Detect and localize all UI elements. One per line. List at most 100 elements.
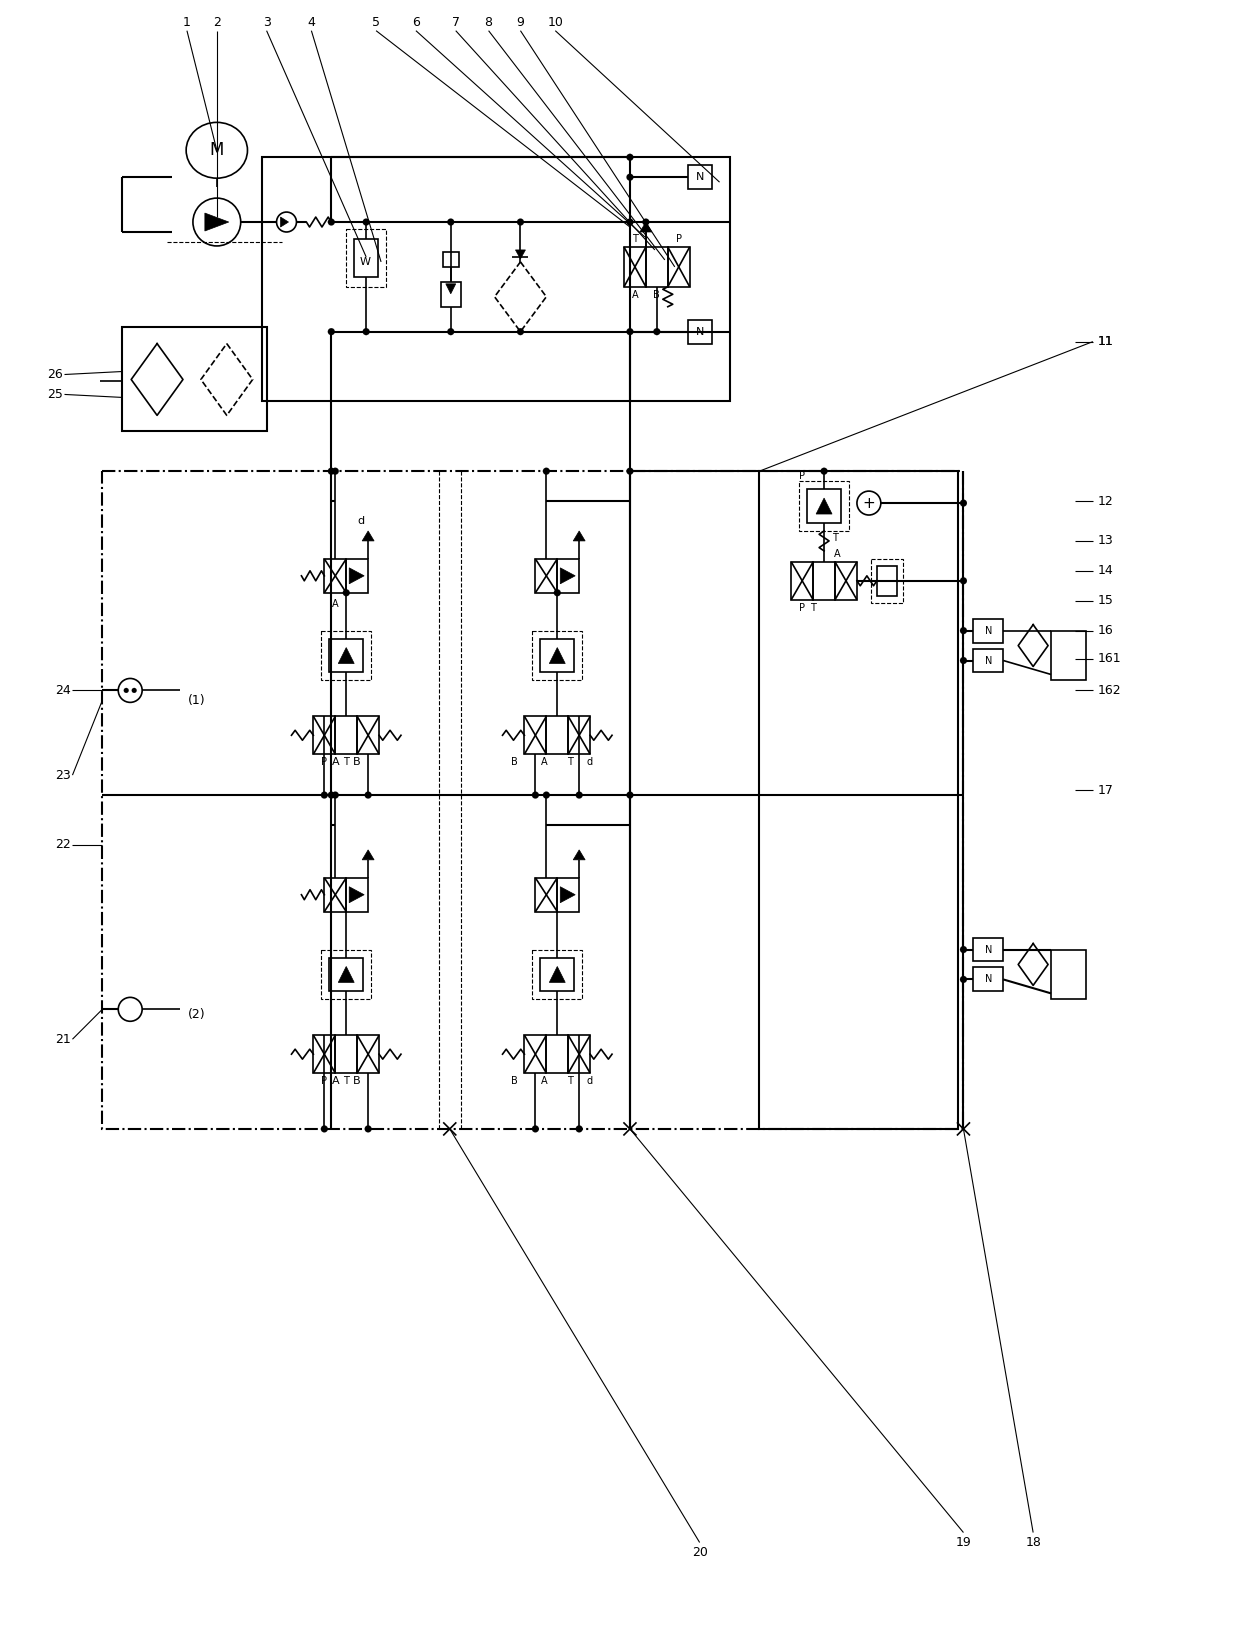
Text: T: T bbox=[567, 757, 573, 767]
Text: 5: 5 bbox=[372, 16, 381, 29]
Text: N: N bbox=[985, 626, 992, 635]
Text: A: A bbox=[332, 598, 339, 609]
Bar bbox=[330, 639, 363, 673]
Bar bbox=[335, 1035, 357, 1072]
Text: d: d bbox=[357, 517, 365, 526]
Circle shape bbox=[554, 590, 560, 596]
Bar bbox=[870, 559, 903, 603]
Bar bbox=[314, 717, 335, 754]
Text: 7: 7 bbox=[451, 16, 460, 29]
Bar bbox=[813, 562, 835, 600]
Text: T: T bbox=[343, 757, 350, 767]
Polygon shape bbox=[573, 531, 585, 541]
Bar bbox=[262, 158, 729, 401]
Polygon shape bbox=[446, 284, 456, 294]
Circle shape bbox=[960, 627, 967, 634]
Bar bbox=[443, 252, 459, 266]
Circle shape bbox=[365, 791, 372, 798]
Text: N: N bbox=[985, 655, 992, 666]
Text: 16: 16 bbox=[1097, 624, 1114, 637]
Bar bbox=[568, 717, 590, 754]
Circle shape bbox=[626, 174, 634, 180]
Bar bbox=[357, 1035, 379, 1072]
Circle shape bbox=[332, 468, 339, 474]
Text: 20: 20 bbox=[692, 1545, 708, 1558]
Bar bbox=[357, 717, 379, 754]
Circle shape bbox=[626, 154, 634, 161]
Bar bbox=[532, 949, 582, 999]
Circle shape bbox=[821, 468, 827, 474]
Circle shape bbox=[321, 1126, 327, 1133]
Text: 22: 22 bbox=[55, 838, 71, 852]
Polygon shape bbox=[362, 850, 374, 860]
Bar bbox=[325, 878, 346, 912]
Bar bbox=[525, 717, 547, 754]
Bar bbox=[1052, 949, 1086, 999]
Circle shape bbox=[131, 687, 136, 692]
Bar bbox=[807, 489, 841, 523]
Text: T: T bbox=[632, 234, 637, 244]
Bar bbox=[568, 1035, 590, 1072]
Text: N: N bbox=[985, 975, 992, 985]
Circle shape bbox=[365, 1126, 372, 1133]
Circle shape bbox=[517, 328, 525, 335]
Text: T: T bbox=[343, 1076, 350, 1086]
Circle shape bbox=[626, 791, 634, 798]
Bar bbox=[877, 566, 897, 596]
Text: 12: 12 bbox=[1097, 494, 1114, 507]
Text: 17: 17 bbox=[1097, 783, 1114, 796]
Text: P: P bbox=[800, 603, 805, 613]
Text: 8: 8 bbox=[485, 16, 492, 29]
Bar bbox=[973, 619, 1003, 642]
Circle shape bbox=[960, 977, 967, 983]
Bar bbox=[800, 481, 849, 531]
Circle shape bbox=[327, 791, 335, 798]
Text: W: W bbox=[360, 257, 371, 266]
Text: P: P bbox=[321, 1076, 327, 1086]
Bar bbox=[330, 957, 363, 991]
Bar bbox=[688, 166, 712, 189]
Bar bbox=[624, 247, 646, 286]
Text: (2): (2) bbox=[188, 1008, 206, 1020]
Circle shape bbox=[642, 218, 650, 226]
Bar bbox=[973, 648, 1003, 673]
Text: d: d bbox=[587, 1076, 593, 1086]
Circle shape bbox=[321, 791, 327, 798]
Circle shape bbox=[448, 218, 454, 226]
Bar bbox=[321, 630, 371, 681]
Circle shape bbox=[332, 791, 339, 798]
Bar bbox=[1052, 630, 1086, 681]
Circle shape bbox=[960, 499, 967, 507]
Text: N: N bbox=[696, 327, 704, 336]
Text: 19: 19 bbox=[956, 1536, 971, 1549]
Text: T: T bbox=[832, 533, 838, 543]
Bar bbox=[547, 717, 568, 754]
Bar bbox=[791, 562, 813, 600]
Text: P: P bbox=[321, 757, 327, 767]
Polygon shape bbox=[549, 967, 565, 983]
Bar bbox=[541, 639, 574, 673]
Text: 9: 9 bbox=[517, 16, 525, 29]
Polygon shape bbox=[280, 218, 289, 228]
Text: B: B bbox=[653, 289, 660, 299]
Bar bbox=[321, 949, 371, 999]
Bar bbox=[123, 327, 267, 431]
Bar bbox=[547, 1035, 568, 1072]
Circle shape bbox=[362, 218, 370, 226]
Polygon shape bbox=[362, 531, 374, 541]
Text: 4: 4 bbox=[308, 16, 315, 29]
Text: +: + bbox=[863, 496, 875, 510]
Bar bbox=[541, 957, 574, 991]
Bar bbox=[314, 1035, 335, 1072]
Bar bbox=[835, 562, 857, 600]
Circle shape bbox=[532, 791, 539, 798]
Bar bbox=[973, 938, 1003, 962]
Circle shape bbox=[575, 1126, 583, 1133]
Text: 10: 10 bbox=[547, 16, 563, 29]
Text: 2: 2 bbox=[213, 16, 221, 29]
Text: 23: 23 bbox=[55, 769, 71, 782]
Bar bbox=[346, 229, 386, 286]
Text: T: T bbox=[567, 1076, 573, 1086]
Text: 18: 18 bbox=[1025, 1536, 1042, 1549]
Polygon shape bbox=[339, 648, 355, 663]
